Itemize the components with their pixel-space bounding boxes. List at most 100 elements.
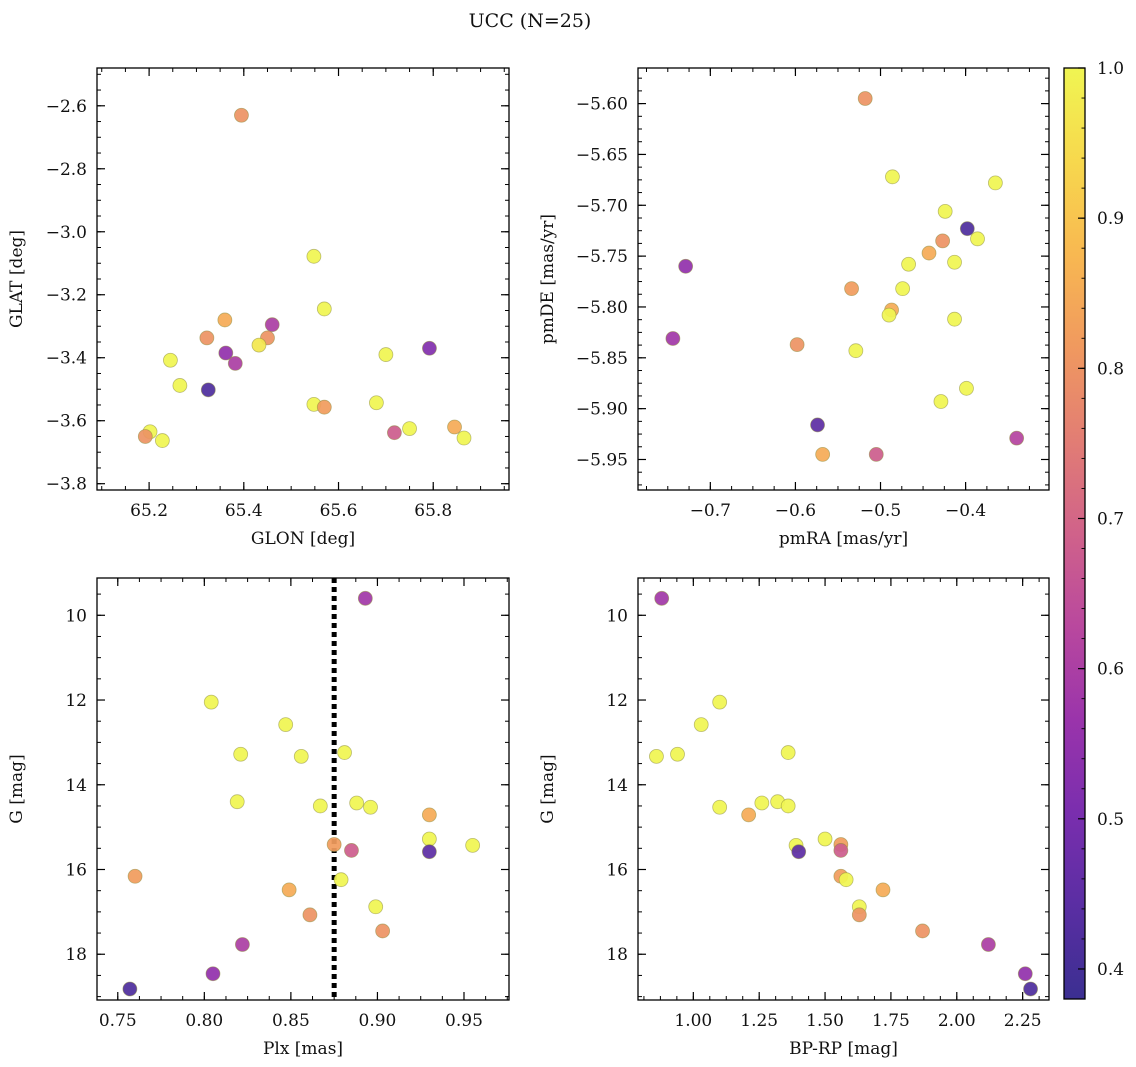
- data-point: [670, 746, 685, 762]
- colorbar: 0.4 0.5 0.6 0.7 0.8 0.9 1.0: [1063, 59, 1124, 1000]
- x-tick-label: 65.2: [130, 501, 168, 521]
- data-point: [712, 799, 728, 815]
- data-point: [815, 447, 831, 462]
- data-point: [895, 281, 911, 297]
- data-point: [947, 311, 962, 327]
- data-point: [172, 378, 188, 393]
- x-tick-label: 65.4: [225, 501, 263, 521]
- data-point: [678, 258, 694, 274]
- data-point: [234, 107, 249, 123]
- data-point: [981, 937, 996, 952]
- data-point: [229, 794, 245, 810]
- y-tick-label: 14: [65, 776, 87, 796]
- data-point: [754, 795, 770, 811]
- data-point: [780, 745, 796, 760]
- colorbar-tick-label: 0.7: [1097, 509, 1124, 529]
- data-point: [316, 399, 332, 415]
- data-point: [199, 330, 215, 346]
- y-tick-label: 18: [606, 945, 628, 965]
- x-tick-label: −0.5: [860, 501, 901, 521]
- data-point: [959, 221, 975, 237]
- data-point: [306, 248, 322, 264]
- data-point: [337, 745, 352, 760]
- axes-frame: [96, 577, 510, 1001]
- data-point: [421, 844, 437, 860]
- data-point: [344, 843, 359, 858]
- data-point: [421, 807, 437, 823]
- x-tick-label: 0.75: [99, 1011, 137, 1031]
- y-tick-label: 12: [65, 691, 87, 711]
- data-point: [851, 907, 867, 923]
- data-point: [875, 882, 891, 898]
- figure-title: UCC (N=25): [469, 10, 592, 32]
- y-axis-label: GLAT [deg]: [7, 230, 27, 328]
- colorbar-tick-label: 0.4: [1097, 960, 1124, 980]
- x-axis-label: GLON [deg]: [251, 529, 355, 549]
- colorbar-tick-label: 0.8: [1097, 359, 1124, 379]
- data-point: [780, 798, 796, 814]
- axes-frame: [637, 67, 1050, 491]
- panel-bprp-g: 1.00 1.25 1.50 1.75 2.00 2.25 10 12 14 16 18 BP-RP …: [538, 577, 1050, 1059]
- data-point: [970, 231, 985, 247]
- data-point: [357, 590, 373, 606]
- data-point: [838, 872, 854, 888]
- y-axis-label: pmDE [mas/yr]: [538, 214, 558, 344]
- data-point: [789, 337, 805, 352]
- data-point: [881, 307, 897, 323]
- data-point: [333, 872, 349, 888]
- data-point: [369, 395, 384, 411]
- data-point: [422, 340, 437, 356]
- y-tick-label: −5.80: [576, 298, 628, 318]
- data-point: [235, 937, 250, 952]
- data-point: [368, 899, 384, 915]
- data-point: [363, 799, 378, 815]
- x-axis-label: Plx [mas]: [263, 1039, 343, 1059]
- data-point: [312, 798, 328, 814]
- data-point: [122, 981, 138, 997]
- data-point: [665, 331, 681, 346]
- x-tick-label: 1.00: [674, 1011, 712, 1031]
- colorbar-tick-label: 1.0: [1097, 59, 1124, 79]
- x-tick-label: 0.80: [185, 1011, 223, 1031]
- x-tick-label: −0.6: [775, 501, 816, 521]
- data-point: [218, 345, 234, 361]
- y-tick-label: −5.75: [576, 247, 628, 267]
- y-tick-label: −5.85: [576, 349, 628, 369]
- y-tick-label: −3.4: [46, 349, 87, 369]
- data-point: [741, 807, 757, 823]
- data-point: [921, 245, 937, 261]
- data-point: [154, 433, 170, 448]
- x-tick-label: 1.25: [740, 1011, 778, 1031]
- panel-pmra-pmde: −0.7 −0.6 −0.5 −0.4 −5.95 −5.90 −5.85 −5.80 −5.7…: [538, 67, 1050, 549]
- data-point: [293, 748, 309, 764]
- data-point: [959, 380, 974, 396]
- x-tick-label: 65.8: [414, 501, 452, 521]
- y-tick-label: 16: [65, 861, 87, 881]
- data-point: [302, 907, 318, 923]
- y-tick-label: −5.90: [576, 400, 628, 420]
- axes-frame: [637, 577, 1050, 1001]
- data-point: [1017, 966, 1033, 982]
- x-tick-label: 2.25: [1004, 1011, 1042, 1031]
- y-tick-label: −3.2: [46, 286, 87, 306]
- data-point: [378, 347, 394, 362]
- y-tick-label: 10: [606, 606, 628, 626]
- y-tick-label: −3.8: [46, 475, 87, 495]
- data-point: [375, 923, 391, 939]
- y-tick-label: −3.6: [46, 412, 87, 432]
- data-point: [203, 694, 219, 710]
- y-tick-label: 12: [606, 691, 628, 711]
- y-tick-label: −5.60: [576, 95, 628, 115]
- data-point: [349, 795, 365, 811]
- x-axis-label: pmRA [mas/yr]: [779, 529, 908, 549]
- data-point: [205, 966, 221, 982]
- data-point: [885, 169, 900, 185]
- data-point: [163, 352, 178, 368]
- data-point: [947, 254, 962, 270]
- colorbar-gradient: [1063, 67, 1086, 1000]
- data-point: [1009, 430, 1025, 446]
- data-point: [217, 312, 233, 328]
- x-axis-label: BP-RP [mag]: [789, 1039, 898, 1059]
- y-tick-label: −2.6: [46, 97, 87, 117]
